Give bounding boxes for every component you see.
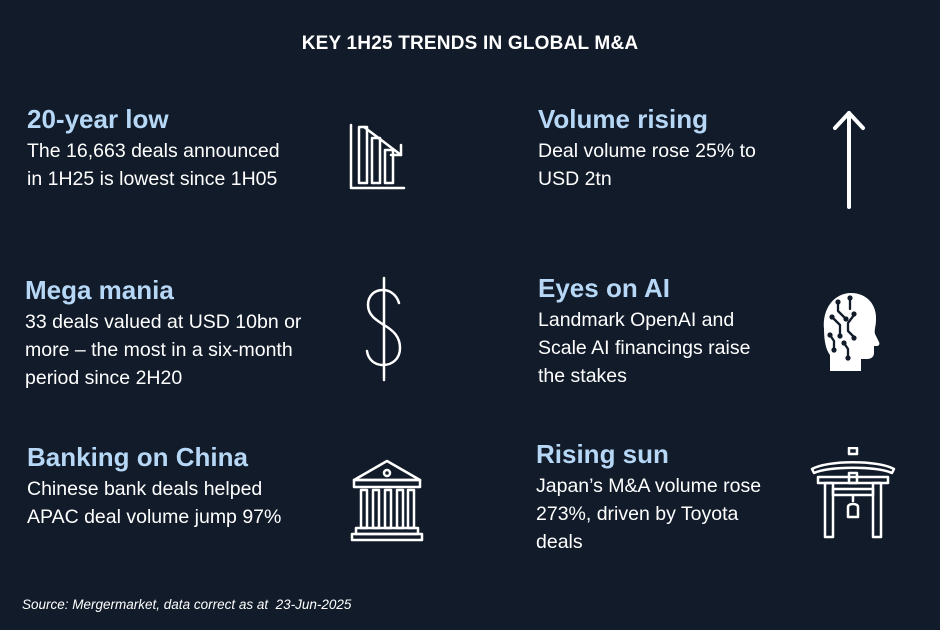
trend-description-line: the stakes: [538, 365, 627, 387]
trend-description-line: 33 deals valued at USD 10bn or: [25, 311, 302, 333]
up-arrow-icon: [830, 108, 868, 212]
bank-building-icon: [350, 457, 424, 543]
source-note: Source: Mergermarket, data correct as at…: [22, 597, 352, 612]
trend-description-line: 273%, driven by Toyota: [536, 503, 739, 525]
trend-description-line: Chinese bank deals helped: [27, 478, 263, 500]
trend-description-line: period since 2H20: [25, 367, 183, 389]
trend-heading: Rising sun: [536, 439, 669, 469]
trend-banking-on-china: Banking on China Chinese bank deals help…: [27, 442, 281, 531]
trend-description: Landmark OpenAI and Scale AI financings …: [538, 306, 750, 390]
trend-description-line: Landmark OpenAI and: [538, 309, 735, 331]
dollar-sign-icon: [362, 275, 406, 383]
trend-heading: Volume rising: [538, 104, 708, 134]
trend-rising-sun: Rising sun Japan’s M&A volume rose 273%,…: [536, 439, 761, 556]
trend-description-line: Scale AI financings raise: [538, 337, 751, 359]
trend-volume-rising: Volume rising Deal volume rose 25% to US…: [538, 104, 756, 193]
torii-gate-icon: [808, 447, 898, 539]
trend-description-line: in 1H25 is lowest since 1H05: [27, 168, 278, 190]
trend-description-line: The 16,663 deals announced: [27, 140, 280, 162]
trend-description: 33 deals valued at USD 10bn or more – th…: [25, 308, 301, 392]
trend-description: Chinese bank deals helped APAC deal volu…: [27, 475, 281, 531]
trend-description-line: APAC deal volume jump 97%: [27, 506, 282, 528]
trend-heading: 20-year low: [27, 104, 169, 134]
trend-description: Deal volume rose 25% to USD 2tn: [538, 137, 756, 193]
trend-heading: Eyes on AI: [538, 273, 670, 303]
trend-description-line: Deal volume rose 25% to: [538, 140, 756, 162]
trend-description: The 16,663 deals announced in 1H25 is lo…: [27, 137, 280, 193]
ai-head-icon: [818, 289, 880, 373]
trend-description: Japan’s M&A volume rose 273%, driven by …: [536, 472, 761, 556]
trend-description-line: more – the most in a six-month: [25, 339, 293, 361]
trend-description-line: USD 2tn: [538, 168, 612, 190]
trend-heading: Mega mania: [25, 275, 174, 305]
trend-description-line: deals: [536, 531, 583, 553]
trend-mega-mania: Mega mania 33 deals valued at USD 10bn o…: [25, 275, 301, 392]
trend-description-line: Japan’s M&A volume rose: [536, 475, 762, 497]
declining-bar-chart-icon: [348, 122, 408, 192]
page-title: KEY 1H25 TRENDS IN GLOBAL M&A: [301, 33, 639, 54]
trend-eyes-on-ai: Eyes on AI Landmark OpenAI and Scale AI …: [538, 273, 750, 390]
trend-20-year-low: 20-year low The 16,663 deals announced i…: [27, 104, 280, 193]
trend-heading: Banking on China: [27, 442, 248, 472]
